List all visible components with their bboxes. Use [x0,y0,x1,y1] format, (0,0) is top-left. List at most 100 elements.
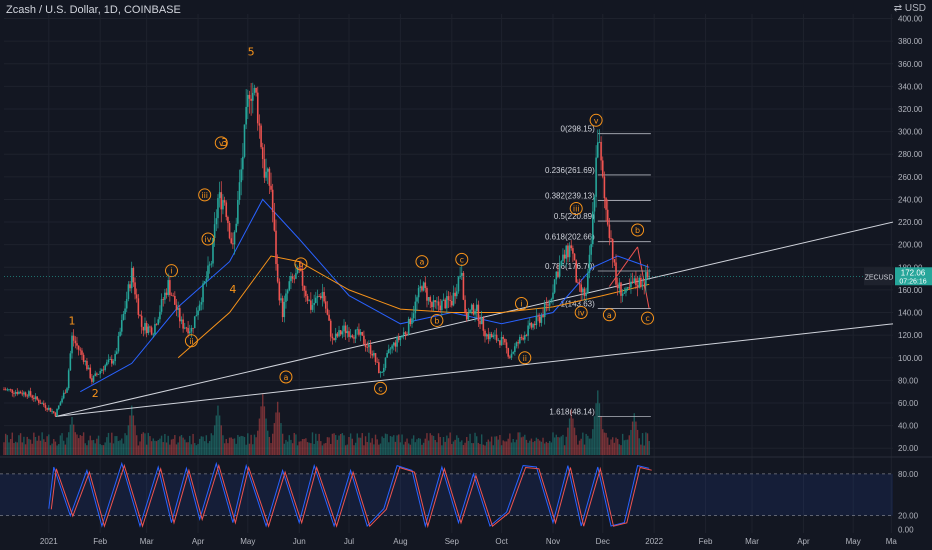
candle-body [310,300,312,310]
volume-bar [255,437,257,455]
volume-bar [454,439,456,455]
volume-bar [429,433,431,455]
candle-body [192,327,194,329]
volume-bar [373,444,375,455]
volume-bar [152,438,154,455]
candle-body [378,362,380,373]
volume-bar [608,444,611,455]
volume-bar [398,434,400,455]
candle-body [407,318,410,335]
volume-bar [436,442,438,455]
volume-bar [512,438,514,455]
volume-bar [56,445,58,455]
volume-bar [71,417,73,455]
candle-body [255,87,257,93]
volume-bar [323,443,325,455]
candle-body [273,211,276,231]
candle-body [591,211,594,245]
candle-body [567,245,569,258]
volume-bar [645,432,647,455]
candle-body [547,304,549,306]
volume-bar [517,432,519,455]
candle-body [218,192,221,199]
candle-body [338,330,340,337]
candle-body [648,276,650,278]
stochastic-rsi-pane [0,461,893,529]
volume-bar [140,433,143,455]
volume-bar [437,433,440,455]
currency-button[interactable]: ⇄ USD [894,3,926,14]
volume-bar [595,403,597,455]
volume-bar [414,442,417,455]
candle-body [152,334,155,336]
time-tick-label: Jun [293,537,306,546]
volume-bar [509,433,511,455]
candle-body [44,405,47,409]
volume-bar [611,437,614,455]
candle-body [356,329,359,331]
volume-bar [94,443,96,455]
candle-body [222,200,224,210]
volume-bar [8,442,10,455]
volume-bar [457,437,460,455]
volume-bar [514,442,516,455]
volume-bar [424,438,426,455]
volume-bar [9,439,12,455]
candle-body [319,296,322,299]
volume-bar [91,440,93,455]
candle-body [462,272,465,300]
volume-bar [474,432,476,455]
candle-body [303,285,306,291]
candle-body [392,342,395,346]
volume-bar [630,429,632,455]
candle-body [502,337,505,339]
wave-label-circle [373,381,387,395]
volume-bar [149,436,151,455]
volume-bar [106,437,108,455]
candle-body [537,315,539,317]
candle-body [359,332,362,335]
wave-label-circle [294,257,308,271]
candle-body [610,238,612,240]
candle-body [134,282,136,295]
volume-bar [432,435,435,455]
fib-level-label: 0.5(220.89) [554,212,595,221]
candle-body [18,391,20,394]
volume-bar [137,445,140,455]
volume-bar [273,423,276,455]
candle-body [308,300,310,302]
candle-body [608,224,611,239]
volume-bar [189,435,191,455]
candle-body [215,218,218,225]
volume-bar [232,438,234,455]
time-axis[interactable]: 2021 Feb Mar Apr May Jun Jul Aug Sep Oct Nov Dec 202… [40,537,898,546]
wave-label-circle [201,232,215,246]
volume-bar [306,442,309,455]
volume-bar [44,441,47,455]
candle-body [217,198,219,219]
candle-body [266,168,269,172]
candle-body [240,169,242,183]
volume-bar [258,418,261,455]
candle-body [200,302,203,305]
fibonacci-retracement[interactable]: 0(298.15) 0.236(261.69) 0.382(239.13) 0.5(2… [545,125,651,417]
volume-bar [331,433,334,455]
candle-body [197,310,199,316]
wave-label: 2 [92,387,99,400]
candle-body [402,332,405,336]
volume-bar [555,434,558,455]
symbol-title[interactable]: Zcash / U.S. Dollar, 1D, COINBASE [6,4,181,16]
volume-bar [290,439,292,455]
candle-body [207,265,209,279]
candle-body [482,317,485,331]
candle-body [179,308,181,322]
volume-bar [621,433,624,455]
volume-bar [19,433,22,455]
candle-body [328,314,330,321]
volume-bar [310,443,312,455]
trendlines[interactable] [55,221,894,418]
candle-body [532,324,534,328]
volume-bar [112,443,115,455]
